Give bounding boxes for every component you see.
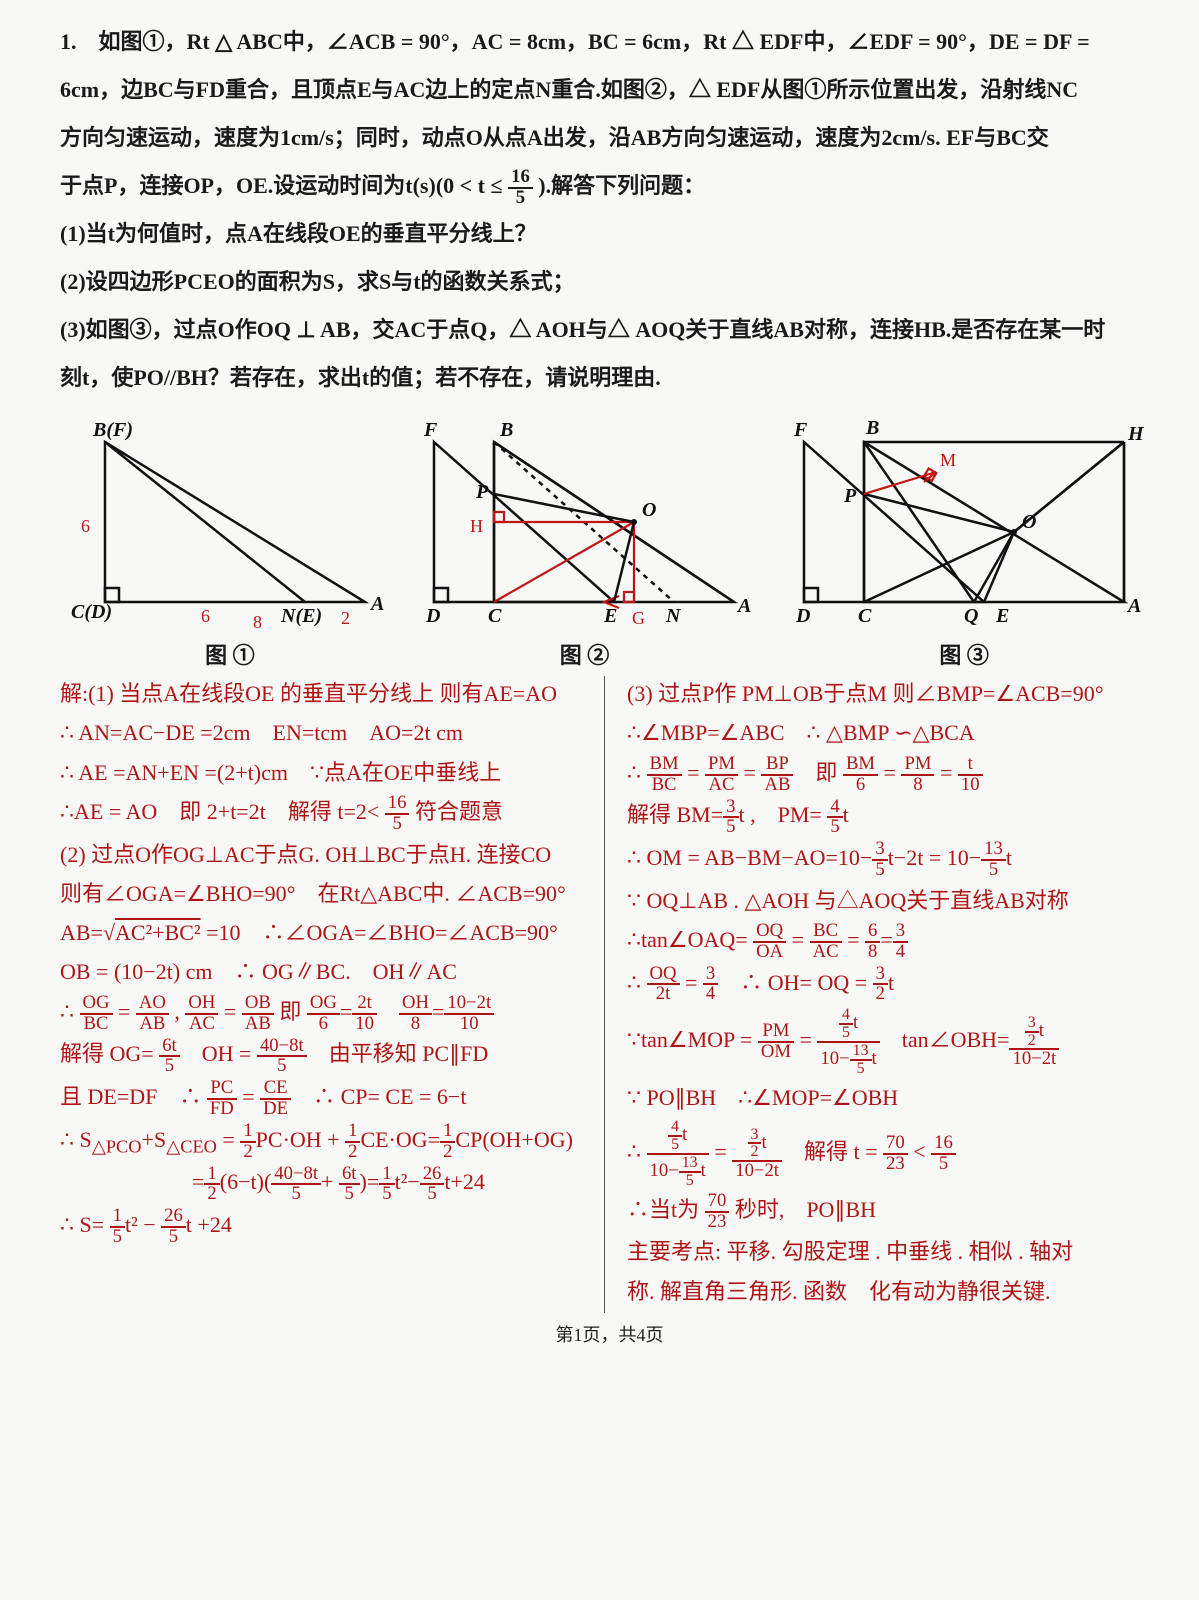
svg-text:6: 6 xyxy=(81,516,90,536)
svg-text:B: B xyxy=(499,419,513,441)
solution-line: ∴ OM = AB−BM−AO=10−35t−2t = 10−135t xyxy=(627,840,1159,880)
svg-text:B: B xyxy=(865,417,879,439)
fig1-label: 图 ① xyxy=(65,638,395,670)
solution-line: ∵ PO∥BH ∴∠MOP=∠OBH xyxy=(627,1080,1159,1116)
svg-text:A: A xyxy=(1126,595,1141,617)
solution-line: 解得 BM=35t , PM= 45t xyxy=(627,797,1159,837)
solution-line: ∴AE = AO 即 2+t=2t 解得 t=2< 165 符合题意 xyxy=(60,794,592,834)
svg-text:N: N xyxy=(665,605,682,627)
solution-line: ∴ OGBC = AOAB , OHAC = OBAB 即 OG6=2t10 O… xyxy=(60,994,592,1034)
fig3-label: 图 ③ xyxy=(774,638,1154,670)
solution-line: AB=√AC²+BC² =10 ∴∠OGA=∠BHO=∠ACB=90° xyxy=(60,915,592,951)
solution-right-column: (3) 过点P作 PM⊥OB于点M 则∠BMP=∠ACB=90°∴∠MBP=∠A… xyxy=(615,676,1159,1313)
svg-text:B(F): B(F) xyxy=(92,419,133,441)
solution-line: 称. 解直角三角形. 函数 化有动为静很关键. xyxy=(627,1274,1159,1310)
figures-row: B(F) C(D) N(E) A 6 6 8 2 图 ① xyxy=(60,412,1159,670)
figure-2: F B P H O D C E G N A 图 ② xyxy=(404,412,764,670)
solution-line: ∴tan∠OAQ= OQOA = BCAC = 68=34 xyxy=(627,922,1159,962)
frac-16-5: 165 xyxy=(508,168,533,207)
solution-line: ∴ S= 15t² − 265t +24 xyxy=(60,1207,592,1247)
svg-text:M: M xyxy=(940,450,956,470)
svg-text:P: P xyxy=(475,481,489,503)
svg-text:E: E xyxy=(995,605,1009,627)
line2: 6cm，边BC与FD重合，且顶点E与AC边上的定点N重合.如图②，△ EDF从图… xyxy=(60,68,1159,112)
svg-text:G: G xyxy=(632,608,645,628)
svg-text:C: C xyxy=(488,605,502,627)
svg-text:A: A xyxy=(369,593,384,615)
q1: (1)当t为何值时，点A在线段OE的垂直平分线上？ xyxy=(60,212,1159,256)
solution-line: ∴ BMBC = PMAC = BPAB 即 BM6 = PM8 = t10 xyxy=(627,755,1159,795)
line1: 1. 如图①，Rt △ ABC中，∠ACB = 90°，AC = 8cm，BC … xyxy=(60,20,1159,64)
solution-line: 主要考点: 平移. 勾股定理 . 中垂线 . 相似 . 轴对 xyxy=(627,1234,1159,1270)
solution-line: ∴∠MBP=∠ABC ∴ △BMP ∽△BCA xyxy=(627,715,1159,751)
svg-text:O: O xyxy=(642,499,656,521)
page-footer: 第1页，共4页 xyxy=(60,1321,1159,1347)
solution-line: ∵tan∠MOP = PMOM = 45t10−135t tan∠OBH=32t… xyxy=(627,1007,1159,1077)
solution-line: ∴当t为 7023 秒时, PO∥BH xyxy=(627,1192,1159,1232)
problem-statement: 1. 如图①，Rt △ ABC中，∠ACB = 90°，AC = 8cm，BC … xyxy=(60,20,1159,400)
solution-line: 解:(1) 当点A在线段OE 的垂直平分线上 则有AE=AO xyxy=(60,676,592,712)
solution-line: 解得 OG= 6t5 OH = 40−8t5 由平移知 PC∥FD xyxy=(60,1036,592,1076)
svg-text:F: F xyxy=(423,419,438,441)
fig2-label: 图 ② xyxy=(404,638,764,670)
svg-text:Q: Q xyxy=(964,605,978,627)
svg-text:D: D xyxy=(425,605,440,627)
line3a: 方向匀速运动，速度为1cm/s；同时，动点O从点A出发，沿AB方向匀速运动，速度… xyxy=(60,116,1159,160)
solution-line: ∴ 45t10−135t = 32t10−2t 解得 t = 7023 < 16… xyxy=(627,1119,1159,1189)
solution-line: =12(6−t)(40−8t5+ 6t5)=15t²−265t+24 xyxy=(60,1164,592,1204)
svg-text:P: P xyxy=(843,485,857,507)
solution-line: 则有∠OGA=∠BHO=90° 在Rt△ABC中. ∠ACB=90° xyxy=(60,876,592,912)
svg-text:F: F xyxy=(793,419,808,441)
svg-text:C(D): C(D) xyxy=(71,601,112,623)
figure-1: B(F) C(D) N(E) A 6 6 8 2 图 ① xyxy=(65,412,395,670)
q2: (2)设四边形PCEO的面积为S，求S与t的函数关系式； xyxy=(60,260,1159,304)
line3b: 于点P，连接OP，OE.设运动时间为t(s)(0 < t ≤ 165 ).解答下… xyxy=(60,164,1159,208)
svg-text:E: E xyxy=(603,605,617,627)
svg-text:6: 6 xyxy=(201,606,210,626)
solution-line: (3) 过点P作 PM⊥OB于点M 则∠BMP=∠ACB=90° xyxy=(627,676,1159,712)
svg-text:D: D xyxy=(795,605,810,627)
solution-line: 且 DE=DF ∴ PCFD = CEDE ∴ CP= CE = 6−t xyxy=(60,1079,592,1119)
svg-text:H: H xyxy=(470,516,483,536)
solution-line: OB = (10−2t) cm ∴ OG∥BC. OH∥AC xyxy=(60,954,592,990)
svg-text:8: 8 xyxy=(253,612,262,632)
solution-line: (2) 过点O作OG⊥AC于点G. OH⊥BC于点H. 连接CO xyxy=(60,837,592,873)
svg-text:O: O xyxy=(1022,511,1036,533)
solution-line: ∵ OQ⊥AB . △AOH 与△AOQ关于直线AB对称 xyxy=(627,883,1159,919)
q3: (3)如图③，过点O作OQ ⊥ AB，交AC于点Q，△ AOH与△ AOQ关于直… xyxy=(60,308,1159,352)
solution-line: ∴ AE =AN+EN =(2+t)cm ∵点A在OE中垂线上 xyxy=(60,755,592,791)
solution-left-column: 解:(1) 当点A在线段OE 的垂直平分线上 则有AE=AO∴ AN=AC−DE… xyxy=(60,676,605,1313)
svg-text:A: A xyxy=(736,595,751,617)
svg-text:C: C xyxy=(858,605,872,627)
solutions: 解:(1) 当点A在线段OE 的垂直平分线上 则有AE=AO∴ AN=AC−DE… xyxy=(60,676,1159,1313)
solution-line: ∴ OQ2t = 34 ∴ OH= OQ = 32t xyxy=(627,965,1159,1005)
figure-3: F B M H P O D C Q E A 图 ③ xyxy=(774,412,1154,670)
solution-line: ∴ S△PCO+S△CEO = 12PC·OH + 12CE·OG=12CP(O… xyxy=(60,1122,592,1162)
solution-line: ∴ AN=AC−DE =2cm EN=tcm AO=2t cm xyxy=(60,715,592,751)
svg-text:N(E): N(E) xyxy=(280,605,322,627)
svg-text:2: 2 xyxy=(341,608,350,628)
svg-text:H: H xyxy=(1127,423,1145,445)
q3b: 刻t，使PO//BH？若存在，求出t的值；若不存在，请说明理由. xyxy=(60,356,1159,400)
